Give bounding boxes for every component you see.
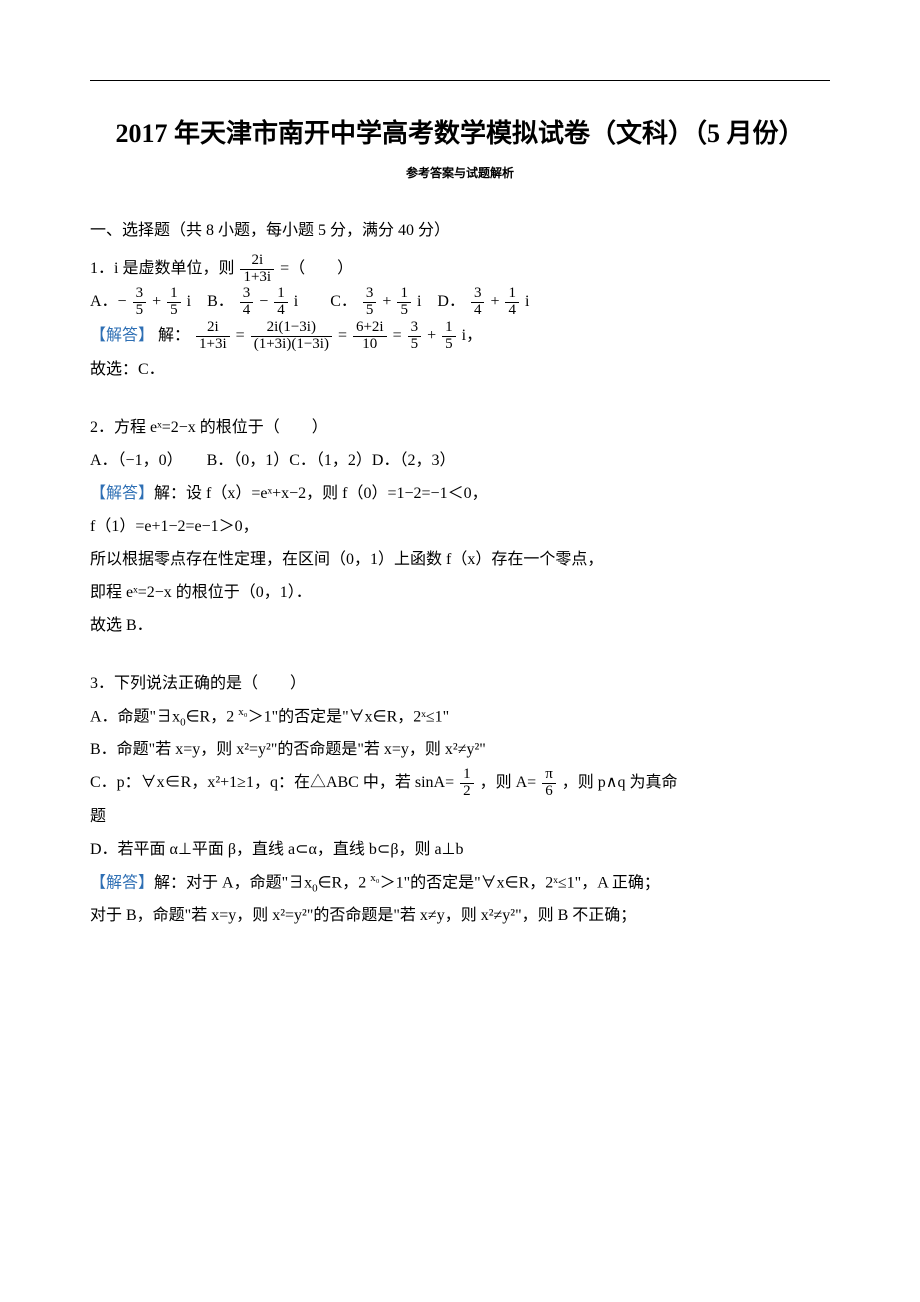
eq1: =: [236, 327, 245, 344]
q3-sol-l1-mid: ∈R，2: [318, 874, 371, 891]
optA-post: i B．: [187, 293, 234, 310]
q2-sol-l2: f（1）=e+1−2=e−1＞0，: [90, 511, 830, 543]
q3-optA-pre: A．命题"∃x: [90, 708, 180, 725]
q1-sol-pre: 解：: [158, 327, 190, 344]
q1-stem-pre: 1．i 是虚数单位，则: [90, 260, 234, 277]
frac-num: 2i: [240, 253, 274, 269]
optC-post: i D．: [417, 293, 465, 310]
section-1-heading: 一、选择题（共 8 小题，每小题 5 分，满分 40 分）: [90, 215, 830, 247]
q3-optC-f2: π6: [542, 767, 556, 800]
q3-optC: C．p：∀x∈R，x²+1≥1，q：在△ABC 中，若 sinA= 12 ，则 …: [90, 767, 830, 800]
q2-answer: 故选 B．: [90, 610, 830, 642]
q3-optB: B．命题"若 x=y，则 x²=y²"的否命题是"若 x=y，则 x²≠y²": [90, 734, 830, 766]
optC-mid: +: [382, 293, 391, 310]
q1-solution: 【解答】 解： 2i1+3i = 2i(1−3i)(1+3i)(1−3i) = …: [90, 320, 830, 353]
q3-optC-l2: 题: [90, 801, 830, 833]
q3-optA-post: ＞1"的否定是"∀x∈R，2ˣ≤1": [248, 708, 450, 725]
optA-f2: 15: [167, 286, 181, 319]
q3-optA: A．命题"∃x0∈R，2 x₀＞1"的否定是"∀x∈R，2ˣ≤1": [90, 701, 830, 734]
q1-sol-f5: 15: [442, 320, 456, 353]
optD-f2: 14: [505, 286, 519, 319]
plus: +: [427, 327, 436, 344]
optA-f1: 35: [133, 286, 147, 319]
q1-stem: 1．i 是虚数单位，则 2i 1+3i =（ ）: [90, 253, 830, 286]
q2-sol-text1: 解：设 f（x）=eˣ+x−2，则 f（0）=1−2=−1＜0，: [154, 485, 488, 502]
page: 2017 年天津市南开中学高考数学模拟试卷（文科）（5 月份） 参考答案与试题解…: [0, 0, 920, 1302]
q2-stem: 2．方程 eˣ=2−x 的根位于（ ）: [90, 412, 830, 444]
q1-sol-f1: 2i1+3i: [196, 320, 230, 353]
eq2: =: [338, 327, 347, 344]
q3-sol-l1: 【解答】解：对于 A，命题"∃x0∈R，2 x₀＞1"的否定是"∀x∈R，2ˣ≤…: [90, 867, 830, 900]
q3-optD: D．若平面 α⊥平面 β，直线 a⊂α，直线 b⊂β，则 a⊥b: [90, 834, 830, 866]
spacer: [90, 387, 830, 411]
optB-post: i C．: [294, 293, 357, 310]
spacer: [90, 643, 830, 667]
q3-stem: 3．下列说法正确的是（ ）: [90, 668, 830, 700]
optB-f1: 34: [240, 286, 254, 319]
q1-sol-f3: 6+2i10: [353, 320, 387, 353]
q1-options: A．− 35 + 15 i B． 34 − 14 i C． 35 + 15 i …: [90, 286, 830, 319]
q3-sol-l2-neq: ≠y，则 x²≠y²"，则 B 不正确；: [428, 907, 636, 924]
q3-optC-mid: ，则 A=: [480, 774, 537, 791]
q1-sol-f2: 2i(1−3i)(1+3i)(1−3i): [251, 320, 332, 353]
q2-sol-l1: 【解答】解：设 f（x）=eˣ+x−2，则 f（0）=1−2=−1＜0，: [90, 478, 830, 510]
q2-sol-l4: 即程 eˣ=2−x 的根位于（0，1）．: [90, 577, 830, 609]
doc-title: 2017 年天津市南开中学高考数学模拟试卷（文科）（5 月份）: [90, 111, 830, 158]
supx0: x₀: [370, 872, 379, 884]
q3-sol-l1-pre: 解：对于 A，命题"∃x: [154, 874, 312, 891]
frac-den: 1+3i: [240, 269, 274, 286]
optC-f2: 15: [397, 286, 411, 319]
optA-mid: +: [152, 293, 161, 310]
q1-answer: 故选：C．: [90, 354, 830, 386]
eq3: =: [393, 327, 402, 344]
optD-f1: 34: [471, 286, 485, 319]
optC-f1: 35: [363, 286, 377, 319]
q2-options: A．（−1，0） B．（0，1）C．（1，2）D．（2，3）: [90, 445, 830, 477]
optD-mid: +: [490, 293, 499, 310]
doc-subtitle: 参考答案与试题解析: [90, 164, 830, 181]
top-rule: [90, 80, 830, 81]
optB-mid: −: [259, 293, 268, 310]
answer-label: 【解答】: [90, 874, 154, 891]
optD-post: i: [525, 293, 529, 310]
supx0: x₀: [238, 706, 247, 718]
answer-label: 【解答】: [90, 327, 154, 344]
q3-sol-l2-pre: 对于 B，命题"若 x=y，则 x²=y²"的否命题是"若 x: [90, 907, 428, 924]
optB-f2: 14: [274, 286, 288, 319]
q2-sol-l3: 所以根据零点存在性定理，在区间（0，1）上函数 f（x）存在一个零点，: [90, 544, 830, 576]
q1-sol-post: i，: [462, 327, 482, 344]
q1-sol-f4: 35: [408, 320, 422, 353]
answer-label: 【解答】: [90, 485, 154, 502]
q3-optA-mid1: ∈R，2: [186, 708, 239, 725]
q1-stem-post: =（ ）: [280, 260, 353, 277]
q3-optC-pre: C．p：∀x∈R，x²+1≥1，q：在△ABC 中，若 sinA=: [90, 774, 454, 791]
q3-sol-l2: 对于 B，命题"若 x=y，则 x²=y²"的否命题是"若 x≠y，则 x²≠y…: [90, 900, 830, 932]
q1-stem-frac: 2i 1+3i: [240, 253, 274, 286]
q3-optC-post: ，则 p∧q 为真命: [562, 774, 678, 791]
optA-pre: A．−: [90, 293, 127, 310]
q3-optC-f1: 12: [460, 767, 474, 800]
q3-sol-l1-post: ＞1"的否定是"∀x∈R，2ˣ≤1"，A 正确；: [380, 874, 660, 891]
